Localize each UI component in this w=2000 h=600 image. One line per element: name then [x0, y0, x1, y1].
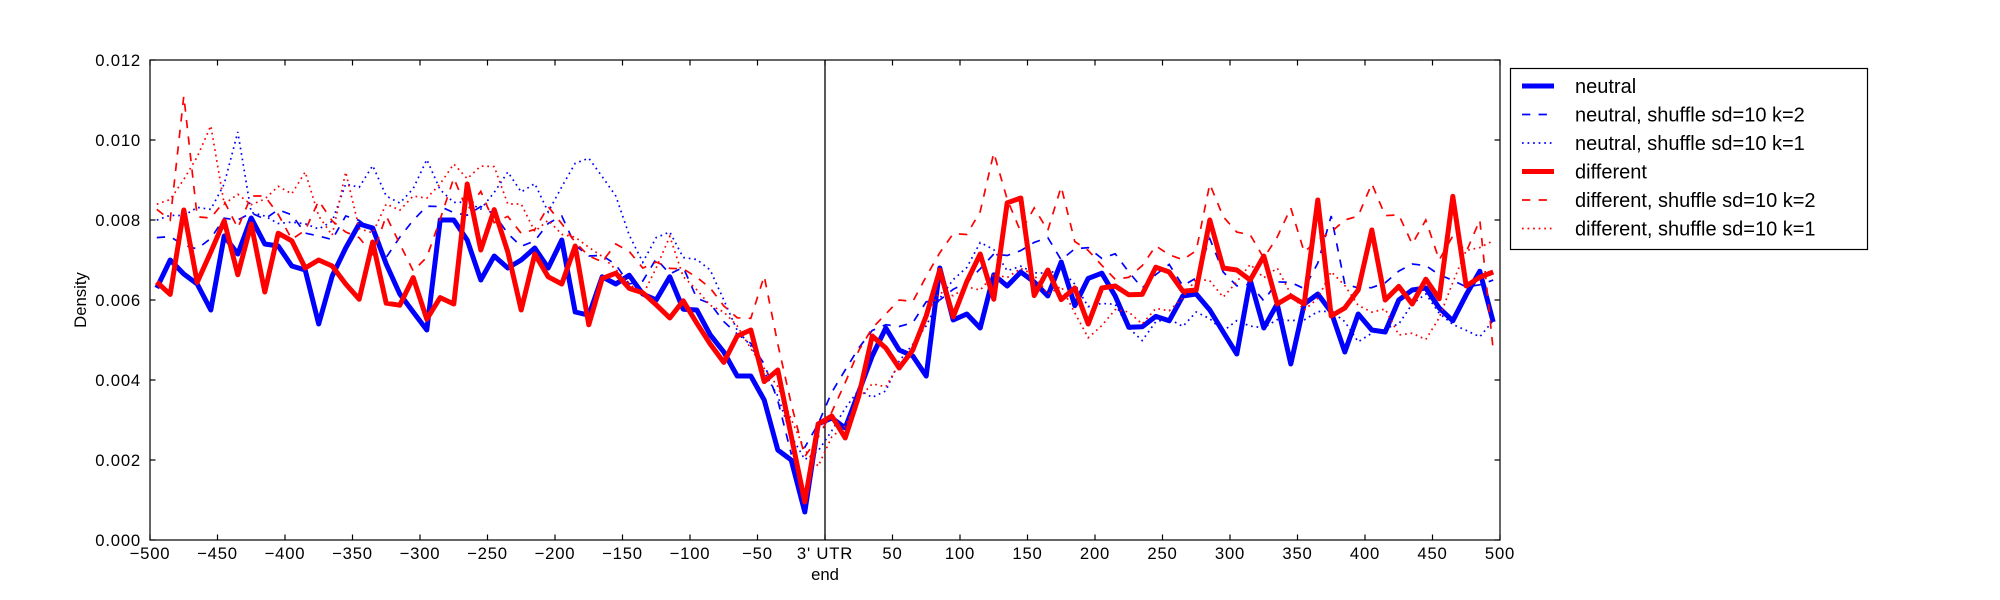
svg-text:−250: −250 [467, 544, 508, 563]
svg-text:0.002: 0.002 [95, 451, 141, 470]
svg-text:350: 350 [1282, 544, 1312, 563]
svg-text:−100: −100 [670, 544, 711, 563]
svg-text:−500: −500 [130, 544, 171, 563]
svg-text:different, shuffle sd=10 k=2: different, shuffle sd=10 k=2 [1575, 190, 1816, 212]
svg-text:0.012: 0.012 [95, 51, 141, 70]
svg-text:0.000: 0.000 [95, 531, 141, 550]
svg-text:Density: Density [71, 272, 90, 328]
svg-text:200: 200 [1080, 544, 1110, 563]
svg-text:100: 100 [945, 544, 975, 563]
svg-text:different, shuffle sd=10 k=1: different, shuffle sd=10 k=1 [1575, 219, 1816, 241]
svg-text:−200: −200 [535, 544, 576, 563]
svg-text:−350: −350 [332, 544, 373, 563]
svg-text:neutral, shuffle sd=10 k=2: neutral, shuffle sd=10 k=2 [1575, 105, 1805, 127]
svg-text:3' UTR: 3' UTR [797, 544, 853, 563]
svg-text:0.010: 0.010 [95, 131, 141, 150]
svg-text:neutral, shuffle sd=10 k=1: neutral, shuffle sd=10 k=1 [1575, 133, 1805, 155]
svg-text:−150: −150 [602, 544, 643, 563]
svg-text:50: 50 [882, 544, 902, 563]
svg-text:500: 500 [1485, 544, 1515, 563]
svg-text:450: 450 [1417, 544, 1447, 563]
svg-text:0.004: 0.004 [95, 371, 141, 390]
svg-text:different: different [1575, 162, 1647, 184]
svg-text:0.006: 0.006 [95, 291, 141, 310]
svg-text:−50: −50 [742, 544, 773, 563]
svg-text:−400: −400 [265, 544, 306, 563]
svg-text:300: 300 [1215, 544, 1245, 563]
svg-text:150: 150 [1012, 544, 1042, 563]
svg-text:0.008: 0.008 [95, 211, 141, 230]
svg-text:−300: −300 [400, 544, 441, 563]
svg-text:−450: −450 [197, 544, 238, 563]
svg-text:end: end [811, 565, 839, 584]
svg-text:250: 250 [1147, 544, 1177, 563]
svg-text:neutral: neutral [1575, 76, 1636, 98]
svg-text:400: 400 [1350, 544, 1380, 563]
